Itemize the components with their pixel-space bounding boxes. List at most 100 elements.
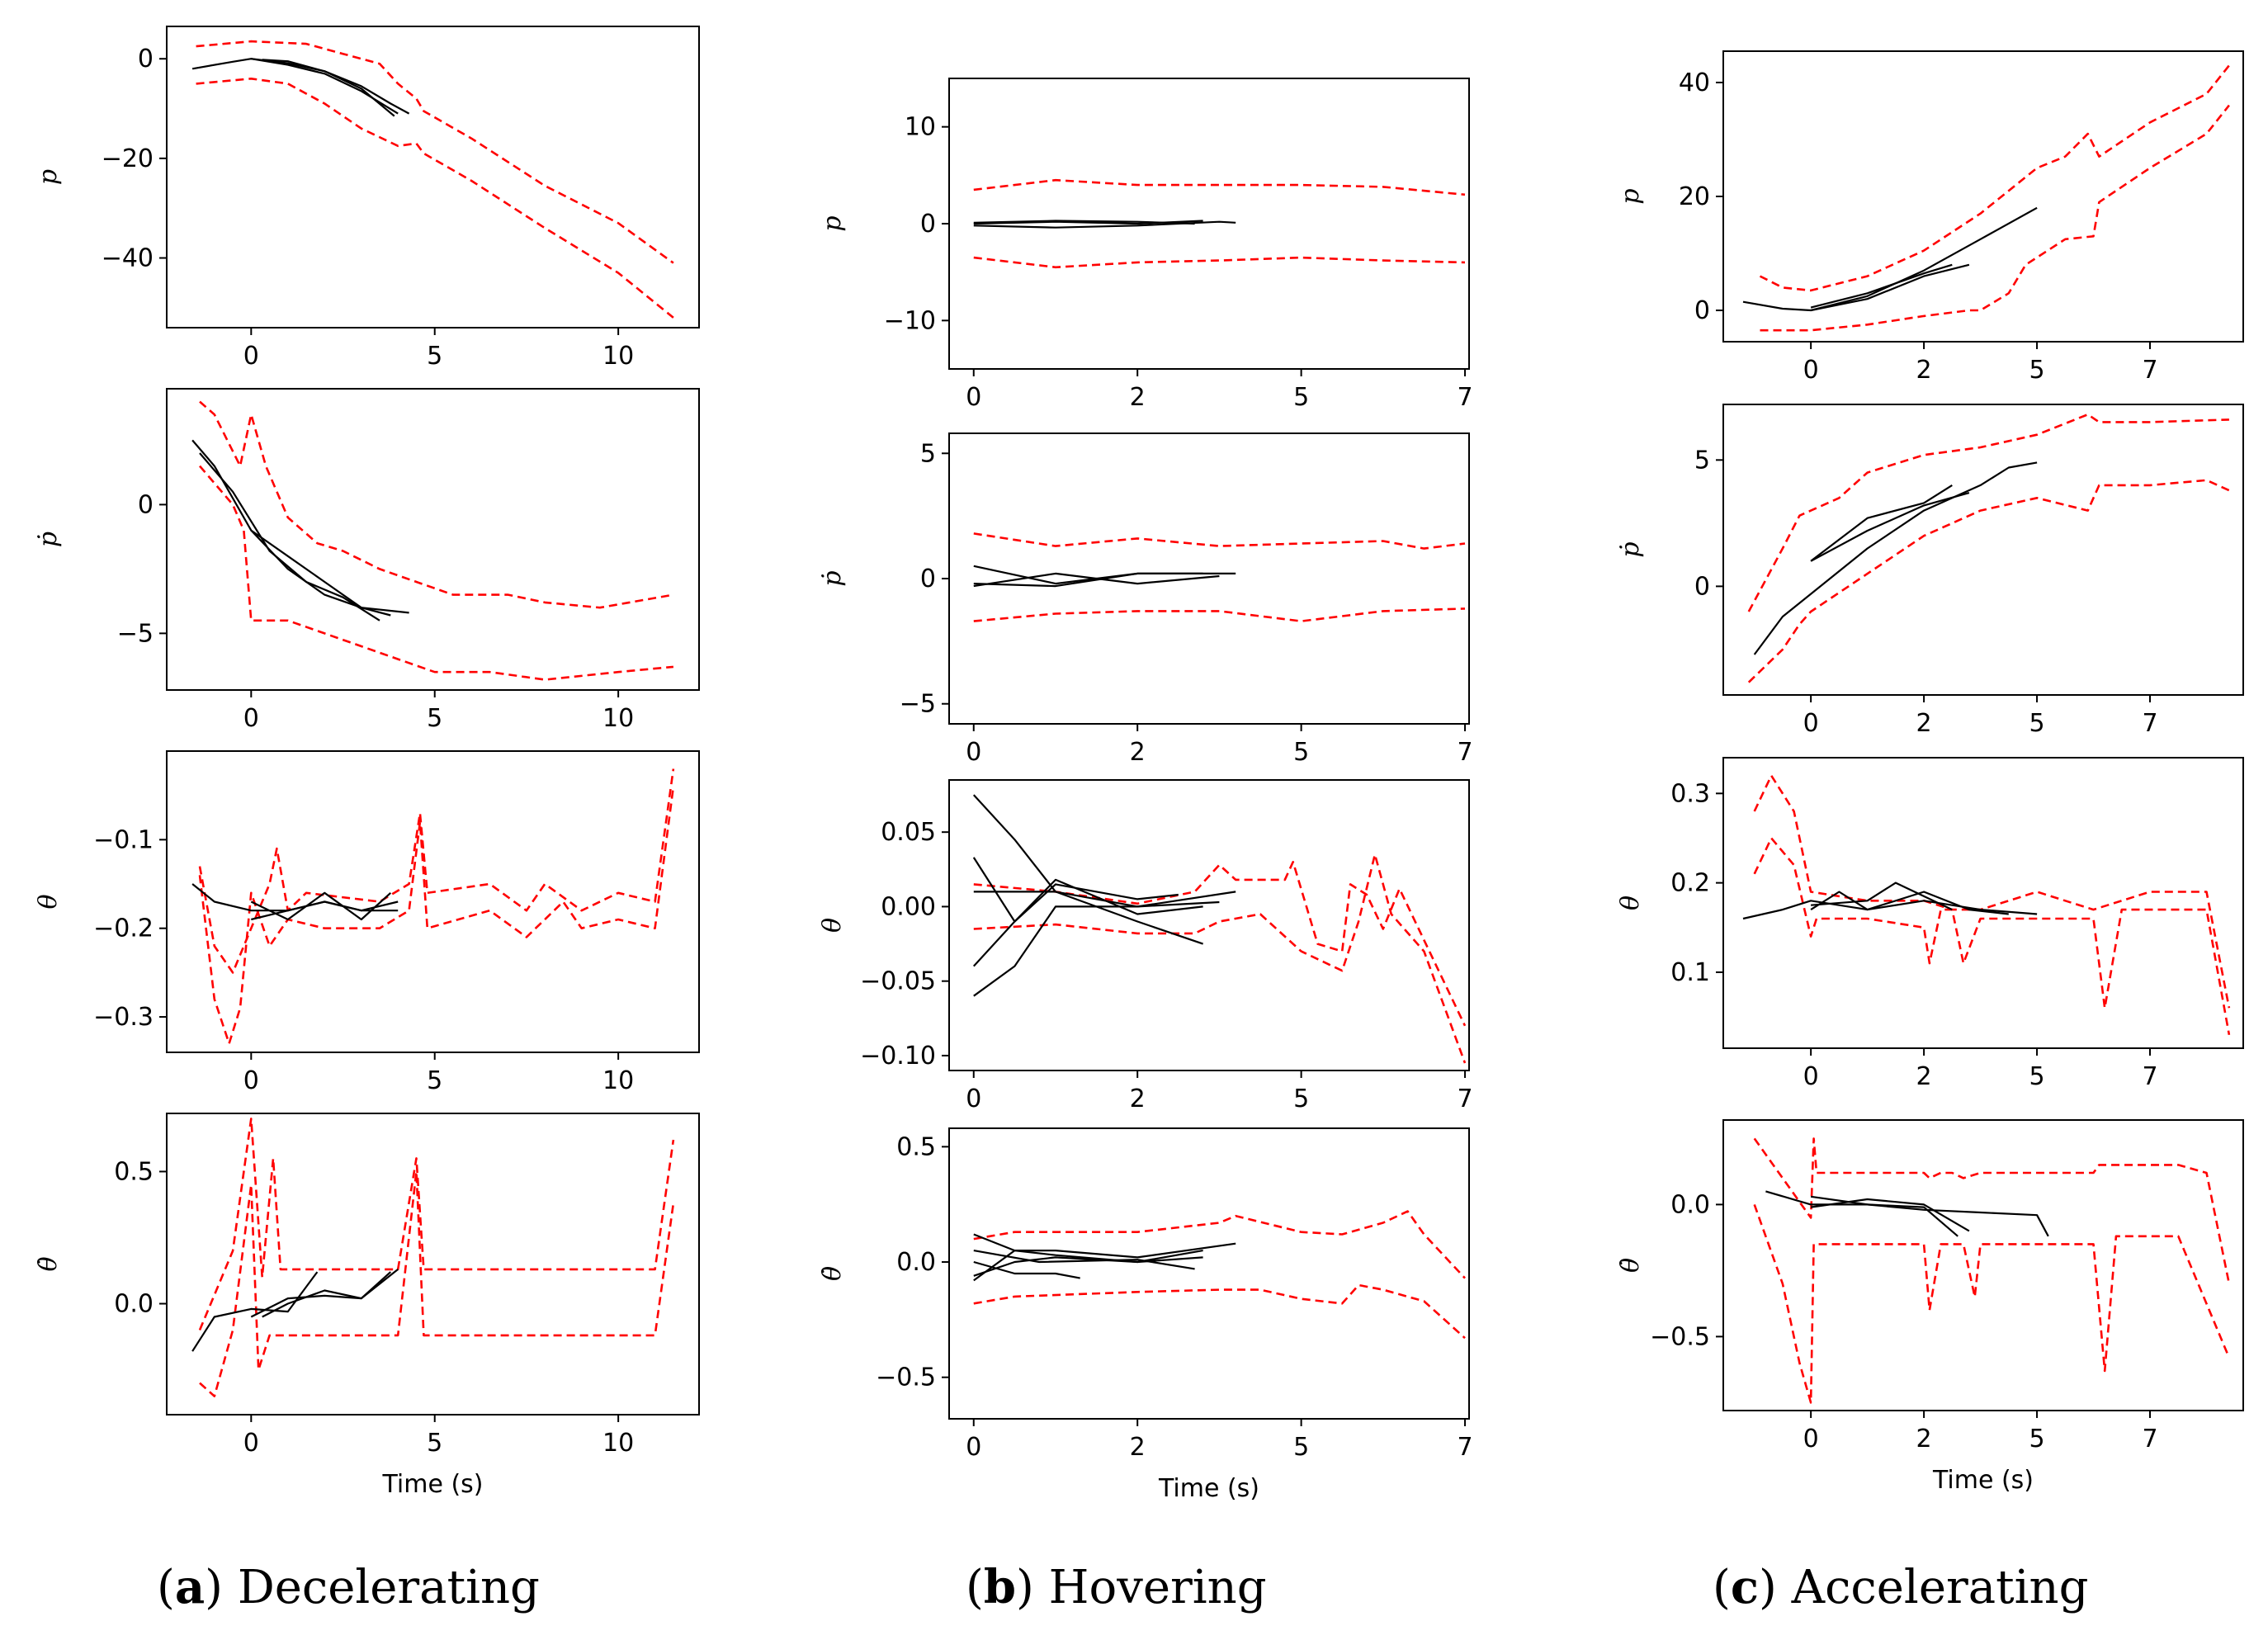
- y-axis-label: ṗ: [1616, 541, 1645, 557]
- caption-b: (b) Hovering: [966, 1560, 1267, 1614]
- upper-bound-line: [199, 400, 674, 609]
- x-tick-label: 0: [1803, 1062, 1819, 1091]
- trajectory-line-2: [251, 58, 410, 115]
- y-tick-label: 10: [905, 113, 936, 142]
- trajectory-line-3: [1811, 881, 1953, 911]
- x-tick-label: 5: [427, 1429, 442, 1458]
- y-tick-label: −20: [102, 144, 154, 173]
- subplot-b-4: 0 2 5 7 0.5 0.0 −0.5 θ̇ Time (s): [818, 1127, 1473, 1503]
- y-axis-label: ṗ: [34, 532, 63, 547]
- axes-frame: [1722, 1119, 2244, 1411]
- trajectory-line-2: [973, 900, 1220, 997]
- lower-bound-line: [1753, 837, 2231, 1036]
- x-tick-label: 10: [602, 1066, 634, 1095]
- caption-a: (a) Decelerating: [157, 1560, 540, 1614]
- upper-bound-line: [198, 1118, 675, 1331]
- caption-c-text: Accelerating: [1791, 1561, 2089, 1614]
- trajectory-line-2: [1810, 1195, 1959, 1237]
- x-tick-label: 7: [2142, 1062, 2157, 1091]
- trajectory-line-4: [972, 883, 1179, 967]
- y-tick-label: −0.1: [93, 825, 154, 854]
- x-tick-label: 5: [2029, 1425, 2045, 1453]
- x-tick-label: 10: [602, 342, 634, 371]
- trajectory-line-3: [1810, 1198, 1970, 1232]
- y-tick-label: −40: [102, 244, 154, 273]
- y-tick-label: 0: [920, 565, 936, 593]
- y-tick-label: 0.0: [1670, 1190, 1710, 1219]
- trajectory-line-1: [972, 794, 1203, 945]
- trajectory-line-3: [250, 529, 391, 617]
- axes-frame: [166, 750, 700, 1053]
- x-tick-label: 2: [1130, 383, 1146, 412]
- y-tick-label: 5: [1694, 446, 1710, 475]
- axes-frame: [1722, 757, 2244, 1049]
- x-tick-label: 5: [1293, 738, 1309, 767]
- y-axis-label: p: [1616, 188, 1645, 204]
- y-axis-label: θ: [1616, 896, 1645, 910]
- lower-bound-line: [1753, 1203, 2231, 1404]
- lower-bound-line: [973, 853, 1467, 1064]
- y-tick-label: 0: [1694, 572, 1710, 601]
- y-tick-label: 0.5: [896, 1132, 936, 1161]
- axes-frame: [166, 1113, 700, 1416]
- caption-a-letter: a: [174, 1560, 206, 1614]
- axes-frame: [948, 779, 1470, 1071]
- trajectory-line-2: [973, 1242, 1236, 1282]
- x-tick-label: 7: [1457, 1433, 1472, 1462]
- trajectory-line-2: [250, 891, 392, 921]
- trajectory-line-2: [1810, 263, 1970, 312]
- axes-frame: [166, 388, 700, 691]
- y-tick-label: 0.05: [881, 818, 936, 847]
- y-axis-label: p: [34, 169, 63, 185]
- x-tick-label: 7: [1457, 738, 1472, 767]
- y-tick-label: −0.2: [93, 915, 154, 943]
- y-tick-label: 0.2: [1670, 869, 1710, 898]
- x-tick-label: 7: [2142, 356, 2157, 385]
- lower-bound-line: [1747, 479, 2230, 683]
- trajectory-line-5: [973, 1256, 1203, 1277]
- x-tick-label: 2: [1130, 1433, 1146, 1462]
- trajectory-line-2: [973, 220, 1236, 229]
- subplot-a-3: 0 5 10 −0.1 −0.2 −0.3 θ: [34, 750, 700, 1095]
- upper-bound-line: [198, 768, 675, 974]
- trajectory-line-2: [1810, 484, 1953, 562]
- trajectory-line-1: [191, 883, 399, 912]
- x-tick-label: 5: [2029, 1062, 2045, 1091]
- plot-area: [1747, 413, 2230, 683]
- subplot-a-4: 0 5 10 0.5 0.0 θ̇ Time (s): [34, 1113, 700, 1499]
- x-tick-label: 5: [427, 1066, 442, 1095]
- x-axis-label: Time (s): [382, 1470, 484, 1499]
- subplot-a-1: 0 5 10 0 −20 −40 p: [34, 26, 700, 371]
- trajectory-line-1: [1765, 1190, 2049, 1237]
- x-tick-label: 0: [966, 1433, 981, 1462]
- x-tick-label: 2: [1916, 709, 1932, 738]
- x-tick-label: 5: [2029, 356, 2045, 385]
- y-axis-label: θ̇: [1616, 1258, 1645, 1273]
- lower-bound-line: [196, 78, 674, 319]
- lower-bound-line: [1760, 104, 2230, 332]
- x-tick-label: 7: [2142, 1425, 2157, 1453]
- subplot-b-1: 0 2 5 7 10 0 −10 p: [818, 78, 1473, 412]
- trajectory-line-2: [1810, 891, 2009, 915]
- axes-frame: [166, 26, 700, 328]
- lower-bound-line: [199, 465, 674, 681]
- trajectory-line-1: [191, 58, 399, 115]
- trajectory-line-1: [191, 439, 409, 614]
- trajectory-line-3: [262, 1271, 392, 1318]
- trajectory-line-3: [251, 900, 399, 921]
- axes-frame: [948, 78, 1470, 370]
- plot-area: [191, 1118, 675, 1397]
- y-tick-label: 5: [920, 439, 936, 468]
- y-tick-label: −0.5: [876, 1364, 936, 1392]
- x-tick-label: 0: [1803, 356, 1819, 385]
- trajectory-line-3: [1810, 263, 1953, 309]
- trajectory-line-3: [1810, 492, 1970, 562]
- x-axis-label: Time (s): [1932, 1466, 2034, 1495]
- subplot-b-3: 0 2 5 7 0.05 0.00 −0.05 −0.10 θ: [818, 779, 1473, 1113]
- y-tick-label: 0: [920, 210, 936, 239]
- x-tick-label: 5: [1293, 1085, 1309, 1113]
- trajectory-line-1: [1742, 206, 2038, 312]
- y-tick-label: 0.5: [114, 1157, 154, 1186]
- plot-area: [191, 400, 674, 681]
